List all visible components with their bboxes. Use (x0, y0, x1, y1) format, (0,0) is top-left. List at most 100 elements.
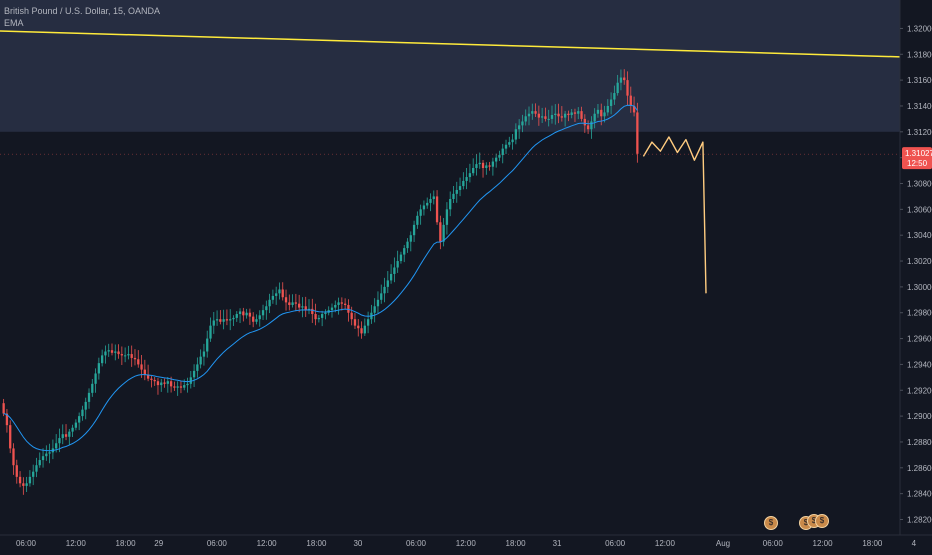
candle-body[interactable] (518, 125, 521, 130)
candle-body[interactable] (25, 483, 28, 486)
candle-body[interactable] (435, 196, 439, 223)
economic-event-icon[interactable]: $ (764, 516, 778, 530)
candle-body[interactable] (629, 95, 632, 106)
candle-body[interactable] (583, 118, 586, 126)
candle-body[interactable] (366, 319, 370, 326)
price-axis[interactable] (900, 0, 932, 550)
candle-body[interactable] (284, 297, 288, 303)
candle-body[interactable] (186, 383, 189, 386)
candle-body[interactable] (278, 289, 281, 294)
candle-body[interactable] (74, 422, 78, 428)
candle-body[interactable] (353, 319, 357, 326)
candle-body[interactable] (527, 113, 531, 117)
candle-body[interactable] (616, 82, 619, 94)
candle-body[interactable] (580, 111, 583, 119)
candle-body[interactable] (498, 155, 501, 158)
candle-body[interactable] (5, 413, 9, 426)
candle-body[interactable] (87, 392, 91, 402)
candle-body[interactable] (229, 319, 232, 321)
candle-body[interactable] (41, 456, 45, 461)
candle-body[interactable] (110, 350, 114, 353)
supply-zone-rect[interactable] (0, 0, 900, 132)
candle-body[interactable] (169, 381, 173, 387)
candle-body[interactable] (504, 144, 508, 149)
candle-body[interactable] (560, 116, 563, 118)
candle-body[interactable] (626, 80, 629, 96)
candle-body[interactable] (613, 93, 616, 100)
candle-body[interactable] (468, 173, 472, 178)
candle-body[interactable] (396, 261, 399, 268)
candle-body[interactable] (557, 113, 560, 117)
candle-body[interactable] (196, 364, 199, 371)
candle-body[interactable] (363, 325, 366, 334)
candle-body[interactable] (153, 379, 156, 382)
candle-body[interactable] (255, 319, 258, 322)
candle-body[interactable] (78, 416, 81, 423)
candle-body[interactable] (265, 306, 268, 311)
candle-body[interactable] (271, 295, 275, 300)
candle-body[interactable] (636, 112, 639, 154)
projection-path[interactable] (642, 136, 707, 294)
candle-body[interactable] (508, 142, 511, 145)
candle-body[interactable] (596, 109, 600, 114)
candle-body[interactable] (192, 370, 196, 378)
candle-body[interactable] (252, 316, 255, 322)
candle-body[interactable] (320, 314, 324, 318)
candle-body[interactable] (334, 304, 337, 308)
candle-body[interactable] (495, 157, 498, 162)
candle-body[interactable] (179, 386, 183, 388)
candle-body[interactable] (544, 116, 547, 119)
candle-body[interactable] (219, 319, 222, 322)
candle-body[interactable] (416, 215, 419, 225)
candle-body[interactable] (357, 325, 360, 329)
candle-body[interactable] (343, 303, 347, 305)
candle-body[interactable] (426, 202, 429, 206)
candle-body[interactable] (38, 460, 41, 466)
candle-body[interactable] (199, 356, 202, 365)
candle-body[interactable] (511, 139, 514, 143)
candle-body[interactable] (406, 241, 409, 249)
candle-body[interactable] (570, 112, 573, 116)
candle-body[interactable] (173, 386, 176, 388)
candle-body[interactable] (130, 354, 133, 358)
candle-body[interactable] (429, 199, 432, 203)
candle-body[interactable] (603, 112, 606, 117)
candle-body[interactable] (465, 177, 468, 181)
candle-body[interactable] (15, 465, 18, 477)
candle-body[interactable] (475, 164, 478, 168)
candle-body[interactable] (593, 113, 596, 122)
candle-body[interactable] (376, 299, 380, 307)
candle-body[interactable] (521, 121, 524, 126)
candle-body[interactable] (609, 99, 613, 106)
candle-body[interactable] (123, 355, 127, 357)
candle-body[interactable] (294, 302, 298, 304)
candle-body[interactable] (150, 378, 153, 380)
candle-body[interactable] (422, 205, 426, 210)
candle-body[interactable] (393, 267, 396, 274)
candle-body[interactable] (586, 125, 590, 130)
candle-body[interactable] (22, 483, 25, 486)
candle-body[interactable] (68, 431, 71, 437)
candle-body[interactable] (623, 77, 626, 81)
candle-body[interactable] (183, 385, 186, 388)
candle-body[interactable] (209, 325, 212, 339)
candle-body[interactable] (304, 306, 307, 311)
candle-body[interactable] (2, 403, 5, 414)
candle-body[interactable] (104, 351, 107, 356)
candle-body[interactable] (156, 381, 160, 386)
candle-body[interactable] (222, 319, 225, 322)
candle-body[interactable] (481, 162, 485, 168)
candle-body[interactable] (281, 289, 284, 298)
candle-body[interactable] (449, 199, 452, 210)
candle-body[interactable] (258, 315, 261, 320)
candle-body[interactable] (347, 304, 350, 313)
candle-body[interactable] (373, 306, 376, 313)
candle-body[interactable] (298, 303, 301, 308)
candle-body[interactable] (127, 354, 130, 356)
candle-body[interactable] (439, 222, 442, 242)
candle-body[interactable] (137, 359, 140, 365)
candle-body[interactable] (120, 354, 123, 356)
candle-body[interactable] (91, 383, 94, 393)
candle-body[interactable] (97, 363, 101, 374)
